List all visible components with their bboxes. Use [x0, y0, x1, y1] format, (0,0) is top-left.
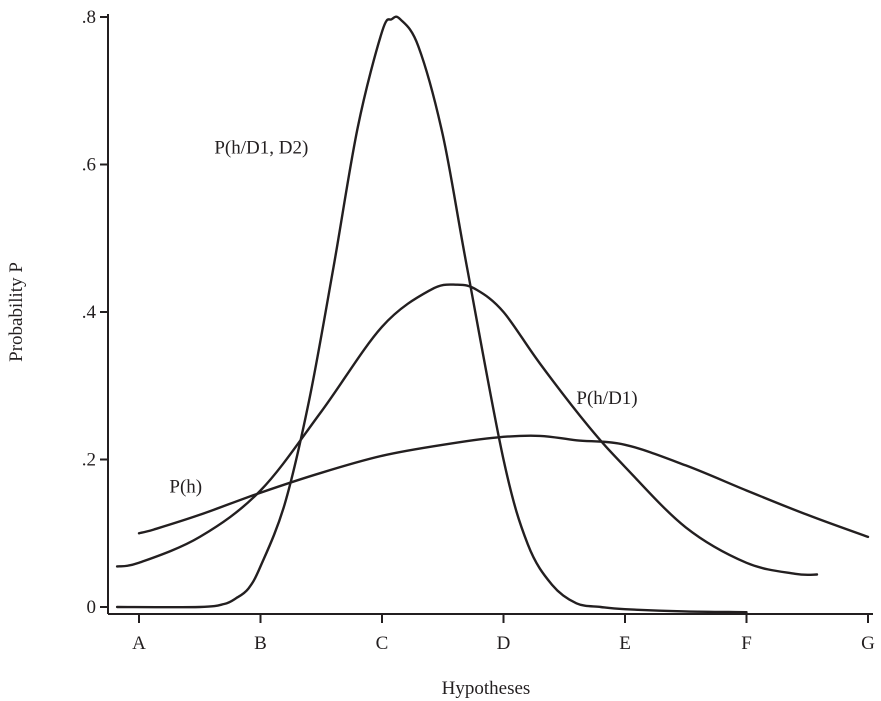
y-axis-title: Probability P: [6, 262, 27, 362]
y-ticks: 0 .2 .4 .6 .8: [82, 7, 108, 618]
y-tick-label: 0: [87, 597, 97, 618]
axes: [107, 14, 873, 615]
x-axis-title: Hypotheses: [442, 678, 531, 699]
x-ticks: A B C D E F G: [132, 614, 875, 654]
x-tick-label: D: [497, 633, 511, 654]
curve-label: P(h/D1, D2): [214, 137, 308, 158]
posterior-d1-d2-curve: [115, 15, 748, 614]
y-tick-label: .8: [82, 7, 96, 28]
x-tick-label: G: [861, 633, 875, 654]
y-tick-label: .6: [82, 155, 96, 176]
curve-label: P(h/D1): [576, 388, 637, 409]
x-tick-label: C: [376, 633, 389, 654]
x-tick-label: F: [741, 633, 752, 654]
curve-annotations: P(h) P(h/D1) P(h/D1, D2): [169, 137, 637, 497]
y-tick-label: .4: [82, 302, 97, 323]
prior-curve: [137, 434, 870, 539]
x-tick-label: B: [254, 633, 267, 654]
posterior-d1-curve: [115, 283, 819, 577]
curves: [115, 15, 870, 614]
x-tick-label: E: [619, 633, 631, 654]
x-tick-label: A: [132, 633, 146, 654]
y-tick-label: .2: [82, 450, 96, 471]
curve-label: P(h): [169, 477, 202, 498]
